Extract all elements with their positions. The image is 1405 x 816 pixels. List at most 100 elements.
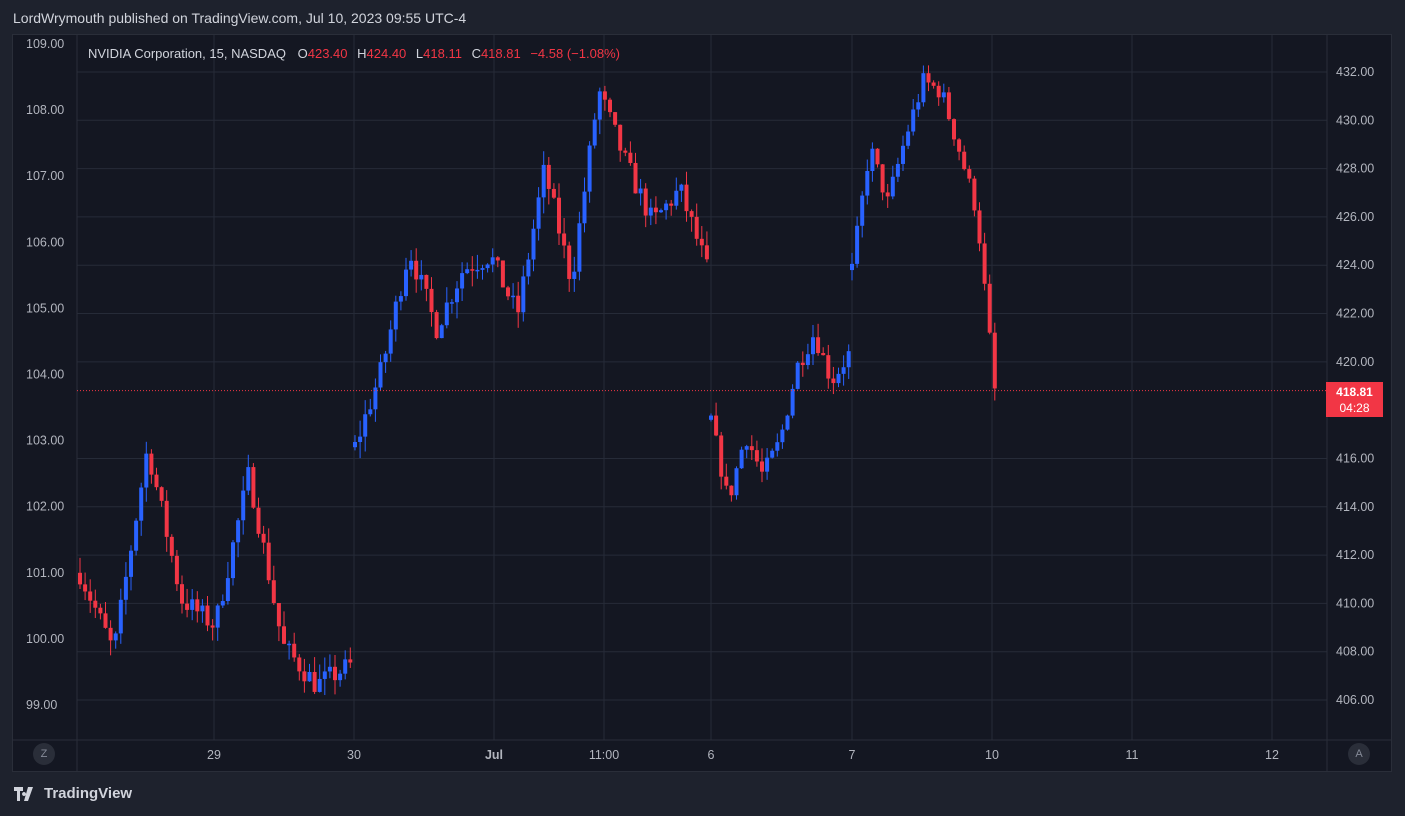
candle-down	[602, 91, 607, 100]
x-axis-tick: 12	[1265, 748, 1279, 762]
candle-up	[236, 520, 241, 543]
chart-pane[interactable]	[12, 34, 1392, 772]
candle-down	[633, 162, 638, 194]
left-axis-tick: 102.00	[26, 500, 64, 514]
candle-down	[760, 461, 764, 472]
right-axis-tick: 432.00	[1336, 65, 1374, 79]
candle-down	[174, 555, 179, 585]
candle-down	[831, 378, 836, 384]
candle-up	[317, 678, 322, 692]
auto-scale-left-button[interactable]: Z	[33, 743, 55, 765]
candle-down	[562, 233, 567, 246]
left-axis-tick: 103.00	[26, 434, 64, 448]
right-axis-tick: 406.00	[1336, 693, 1374, 707]
candle-down	[567, 245, 572, 279]
tradingview-logo-icon	[14, 786, 33, 801]
right-axis-tick: 424.00	[1336, 258, 1374, 272]
candle-up	[144, 453, 149, 488]
candle-down	[714, 415, 719, 436]
candle-up	[465, 269, 470, 274]
candle-up	[780, 429, 785, 443]
candle-up	[393, 301, 398, 330]
candle-down	[546, 164, 551, 189]
candle-up	[225, 578, 230, 602]
legend-high-label: H	[357, 46, 367, 61]
candle-up	[398, 296, 403, 302]
candle-up	[664, 203, 669, 211]
candle-down	[261, 533, 266, 543]
footer-brand: TradingView	[14, 785, 132, 802]
legend-open: 423.40	[307, 46, 348, 61]
candle-down	[628, 152, 633, 163]
legend-change: −4.58 (−1.08%)	[530, 46, 620, 61]
right-axis-tick: 420.00	[1336, 355, 1374, 369]
candle-up	[679, 184, 684, 191]
candle-down	[618, 124, 623, 151]
candle-up	[231, 542, 235, 579]
candle-up	[118, 599, 123, 634]
candle-down	[282, 626, 286, 644]
candle-up	[739, 449, 744, 469]
candle-down	[885, 192, 890, 197]
candle-up	[770, 450, 775, 458]
candle-up	[790, 388, 795, 416]
candle-down	[164, 500, 169, 537]
candle-down	[429, 288, 434, 313]
candle-up	[709, 415, 713, 420]
candle-down	[967, 169, 972, 179]
candle-down	[957, 139, 962, 152]
candle-up	[129, 550, 133, 577]
candle-down	[992, 332, 997, 389]
auto-scale-right-button[interactable]: A	[1348, 743, 1370, 765]
right-axis-tick: 422.00	[1336, 307, 1374, 321]
candle-up	[200, 605, 205, 612]
right-axis-tick: 416.00	[1336, 451, 1374, 465]
candle-down	[699, 238, 704, 246]
candle-up	[536, 197, 541, 229]
candle-up	[744, 446, 749, 450]
candle-up	[901, 145, 905, 164]
candle-up	[439, 325, 444, 339]
candle-up	[895, 163, 900, 177]
candle-down	[185, 603, 190, 610]
x-axis-tick: 11	[1126, 748, 1139, 762]
candle-down	[962, 151, 967, 170]
candle-up	[846, 351, 851, 368]
bar-countdown: 04:28	[1339, 401, 1370, 415]
candle-down	[880, 164, 885, 193]
candle-down	[613, 112, 618, 125]
candle-down	[557, 197, 561, 234]
candle-down	[653, 207, 658, 213]
candle-up	[865, 170, 870, 196]
right-axis-tick: 412.00	[1336, 548, 1374, 562]
candle-down	[977, 210, 982, 244]
candle-up	[785, 415, 790, 430]
candle-up	[139, 487, 144, 521]
candle-up	[795, 362, 800, 389]
candle-down	[98, 607, 103, 614]
candle-down	[704, 245, 709, 260]
candle-up	[811, 337, 815, 355]
candle-down	[256, 507, 261, 534]
candle-down	[195, 599, 200, 612]
candle-down	[982, 243, 987, 284]
candle-down	[414, 260, 419, 280]
candle-up	[734, 468, 739, 496]
candle-up	[490, 257, 495, 265]
candle-up	[190, 599, 195, 610]
candle-down	[302, 671, 307, 682]
x-axis-tick: Jul	[485, 748, 503, 762]
candle-down	[926, 73, 931, 83]
candle-down	[424, 274, 429, 289]
candle-down	[506, 287, 510, 297]
candle-up	[358, 436, 363, 443]
candle-down	[608, 99, 612, 113]
candle-up	[836, 373, 841, 384]
candle-up	[338, 673, 343, 681]
right-axis-tick: 408.00	[1336, 645, 1374, 659]
candle-down	[724, 476, 729, 486]
candle-down	[271, 580, 276, 604]
candle-down	[205, 605, 210, 626]
candle-down	[210, 625, 215, 628]
